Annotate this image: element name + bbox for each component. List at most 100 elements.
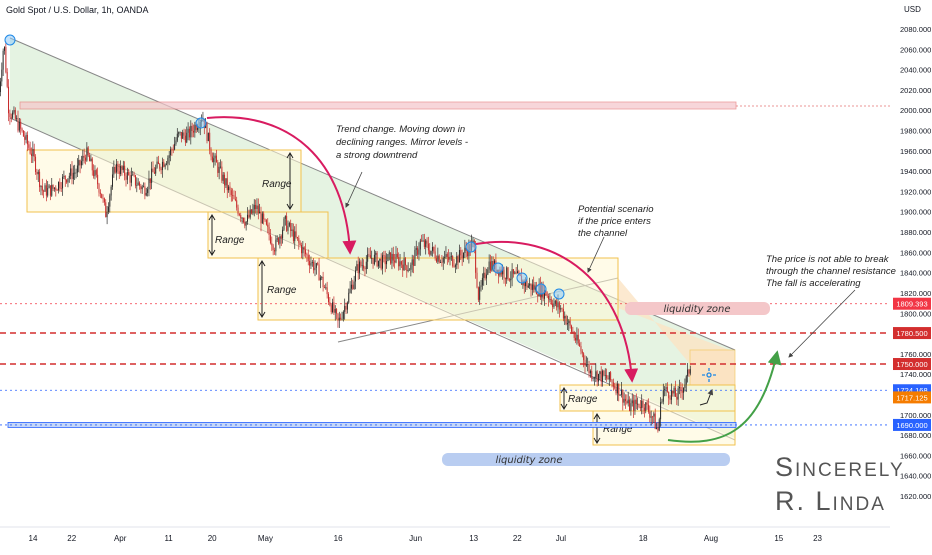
candle <box>641 400 643 409</box>
candle <box>592 378 594 379</box>
candle <box>175 140 177 144</box>
candle <box>116 163 118 173</box>
candle <box>625 398 626 402</box>
candle <box>139 182 140 186</box>
candle <box>618 383 620 396</box>
candle <box>395 253 397 263</box>
price-tag-label: 1750.000 <box>896 360 927 369</box>
candle <box>32 148 34 157</box>
candle <box>14 110 16 119</box>
candle <box>295 231 297 238</box>
candle <box>445 254 447 258</box>
candle <box>589 370 591 374</box>
candle <box>619 394 621 396</box>
candle <box>386 260 388 265</box>
candle <box>148 178 150 190</box>
candle <box>224 174 226 186</box>
range-label-4: Range <box>568 394 598 405</box>
candle <box>49 185 51 196</box>
candle <box>59 182 61 189</box>
candle <box>213 158 215 163</box>
candle <box>280 236 282 239</box>
x-tick-label: 22 <box>67 534 76 543</box>
candle <box>661 401 663 403</box>
candle <box>607 378 609 380</box>
candle <box>259 211 261 214</box>
candle <box>384 255 386 265</box>
candle <box>264 219 266 221</box>
candle <box>689 369 691 374</box>
leader-line-3 <box>788 289 856 358</box>
candle <box>683 388 685 393</box>
candle <box>475 247 477 273</box>
candle <box>684 384 686 389</box>
candle <box>195 124 197 130</box>
candle <box>41 185 43 191</box>
leader-line-1 <box>345 171 363 208</box>
candle <box>272 245 274 251</box>
x-tick-label: Apr <box>114 534 127 543</box>
annotation-break-1: The price is not able to break <box>766 254 890 265</box>
candle <box>55 187 57 191</box>
candle <box>174 143 176 150</box>
price-axis[interactable] <box>890 0 932 550</box>
candle <box>236 200 238 208</box>
candle <box>25 134 27 140</box>
candle <box>130 175 132 183</box>
candle <box>184 135 186 143</box>
annotation-potential-2: if the price enters <box>578 216 651 227</box>
candle <box>425 240 427 247</box>
candle <box>99 192 101 194</box>
candle <box>321 276 323 278</box>
candle <box>64 175 66 180</box>
signature-line-2: R. Linda <box>775 486 886 516</box>
price-tag-label: 1690.000 <box>896 421 927 430</box>
candle <box>568 320 570 324</box>
candle <box>623 398 625 403</box>
candle <box>562 309 564 319</box>
candle <box>533 284 535 290</box>
candle <box>611 380 613 383</box>
candle <box>33 148 35 157</box>
candle <box>423 240 425 247</box>
candle <box>79 160 81 166</box>
candle <box>4 46 5 51</box>
candle <box>576 334 578 341</box>
candle <box>415 248 417 250</box>
candle <box>194 124 196 133</box>
candle <box>561 308 563 310</box>
candle <box>10 117 12 118</box>
candle <box>595 371 597 378</box>
candle <box>674 387 676 397</box>
candle <box>464 247 466 254</box>
candle <box>326 287 328 295</box>
candle <box>43 190 45 192</box>
candle <box>26 134 28 145</box>
candle <box>481 277 483 286</box>
projection-path <box>699 388 714 406</box>
candle <box>180 131 182 139</box>
candle <box>183 132 185 136</box>
candle <box>284 215 286 219</box>
candle <box>662 390 664 402</box>
annotation-trend-change-2: declining ranges. Mirror levels - <box>336 137 468 148</box>
candle <box>615 387 617 394</box>
candle <box>220 166 221 168</box>
candle <box>510 278 512 281</box>
candle <box>598 374 599 382</box>
candle <box>383 255 385 257</box>
candle <box>309 260 311 266</box>
candle <box>461 255 463 259</box>
candle <box>13 110 15 113</box>
price-tag <box>893 327 931 340</box>
y-tick-label: 1880.000 <box>900 228 931 237</box>
candle <box>52 184 54 189</box>
candle <box>527 285 529 288</box>
candle <box>511 269 513 279</box>
candle <box>102 197 104 199</box>
candle <box>70 168 72 176</box>
candle <box>207 132 209 142</box>
candle <box>645 402 647 411</box>
